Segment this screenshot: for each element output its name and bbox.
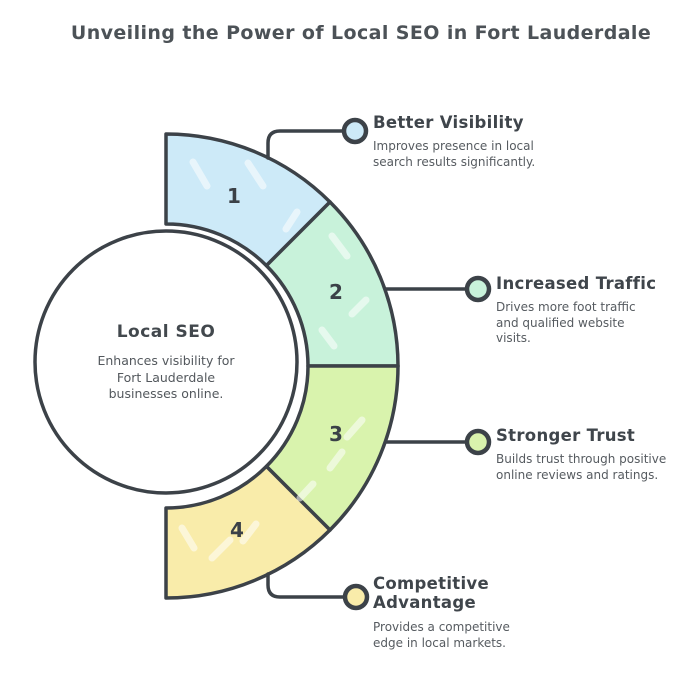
connector-lines xyxy=(266,129,467,599)
callout-bullets xyxy=(341,117,492,611)
center-circle-description: Enhances visibility for Fort Lauderdale … xyxy=(97,353,235,401)
segment-3-number: 3 xyxy=(329,422,343,446)
callout-3-title: Stronger Trust xyxy=(496,426,636,445)
callout-better-visibility: Better Visibility Improves presence in l… xyxy=(373,113,547,170)
callout-4-description: Provides a competitive edge in local mar… xyxy=(373,620,510,650)
page-title: Unveiling the Power of Local SEO in Fort… xyxy=(70,22,652,44)
connector-line-1 xyxy=(266,129,345,160)
callout-2-bullet-icon xyxy=(464,275,492,303)
callout-increased-traffic: Increased Traffic Drives more foot traff… xyxy=(496,274,656,347)
callout-3-description: Builds trust through positive online rev… xyxy=(496,452,667,482)
segment-numbers: 1 2 3 4 xyxy=(227,184,343,542)
center-circle-title: Local SEO xyxy=(116,322,216,342)
connector-line-4 xyxy=(266,572,346,599)
callout-1-title: Better Visibility xyxy=(373,113,524,132)
sketch-texture xyxy=(178,158,370,562)
center-circle xyxy=(33,229,299,495)
callout-1-bullet-icon xyxy=(341,117,369,145)
callout-2-description: Drives more foot traffic and qualified w… xyxy=(496,300,636,345)
ring-segments xyxy=(164,132,400,600)
segment-4-number: 4 xyxy=(230,518,244,542)
callout-4-bullet-icon xyxy=(342,583,370,611)
center-circle-text: Local SEO Enhances visibility for Fort L… xyxy=(58,322,274,403)
callout-stronger-trust: Stronger Trust Builds trust through posi… xyxy=(496,426,674,483)
callout-1-description: Improves presence in local search result… xyxy=(373,139,536,169)
callout-competitive-advantage: Competitive Advantage Provides a competi… xyxy=(373,574,531,651)
segment-1-number: 1 xyxy=(227,184,241,208)
callout-3-bullet-icon xyxy=(464,428,492,456)
callout-2-title: Increased Traffic xyxy=(496,274,657,293)
callout-4-title: Competitive Advantage xyxy=(373,574,489,612)
segment-2-number: 2 xyxy=(329,280,343,304)
